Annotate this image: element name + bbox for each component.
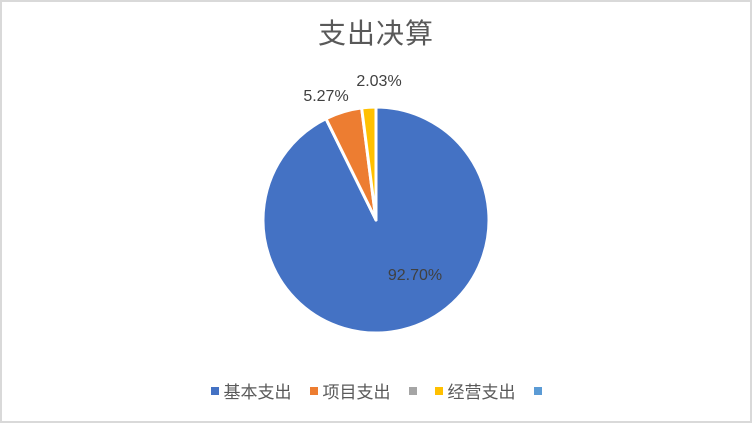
legend-item-operating-expenditure[interactable]: 经营支出 <box>434 378 516 403</box>
chart-title: 支出决算 <box>317 18 434 49</box>
data-label-operating-expenditure: 2.03% <box>356 73 402 90</box>
legend: 基本支出 项目支出 经营支出 <box>2 378 750 403</box>
legend-swatch-orange-icon <box>309 386 318 395</box>
data-label-project-expenditure: 5.27% <box>303 88 349 105</box>
legend-swatch-lightblue-icon <box>533 386 542 395</box>
data-label-basic-expenditure: 92.70% <box>387 267 443 284</box>
pie-slice-operating-expenditure[interactable] <box>360 105 378 222</box>
legend-swatch-gold-icon <box>434 386 443 395</box>
legend-item-series-5[interactable] <box>533 386 542 395</box>
legend-swatch-blue-icon <box>210 386 219 395</box>
legend-item-series-3[interactable] <box>408 386 417 395</box>
legend-swatch-gray-icon <box>408 386 417 395</box>
legend-label: 基本支出 <box>223 383 292 402</box>
legend-label: 项目支出 <box>322 383 391 402</box>
legend-label: 经营支出 <box>447 383 516 402</box>
legend-item-project-expenditure[interactable]: 项目支出 <box>309 378 391 403</box>
legend-item-basic-expenditure[interactable]: 基本支出 <box>210 378 292 403</box>
